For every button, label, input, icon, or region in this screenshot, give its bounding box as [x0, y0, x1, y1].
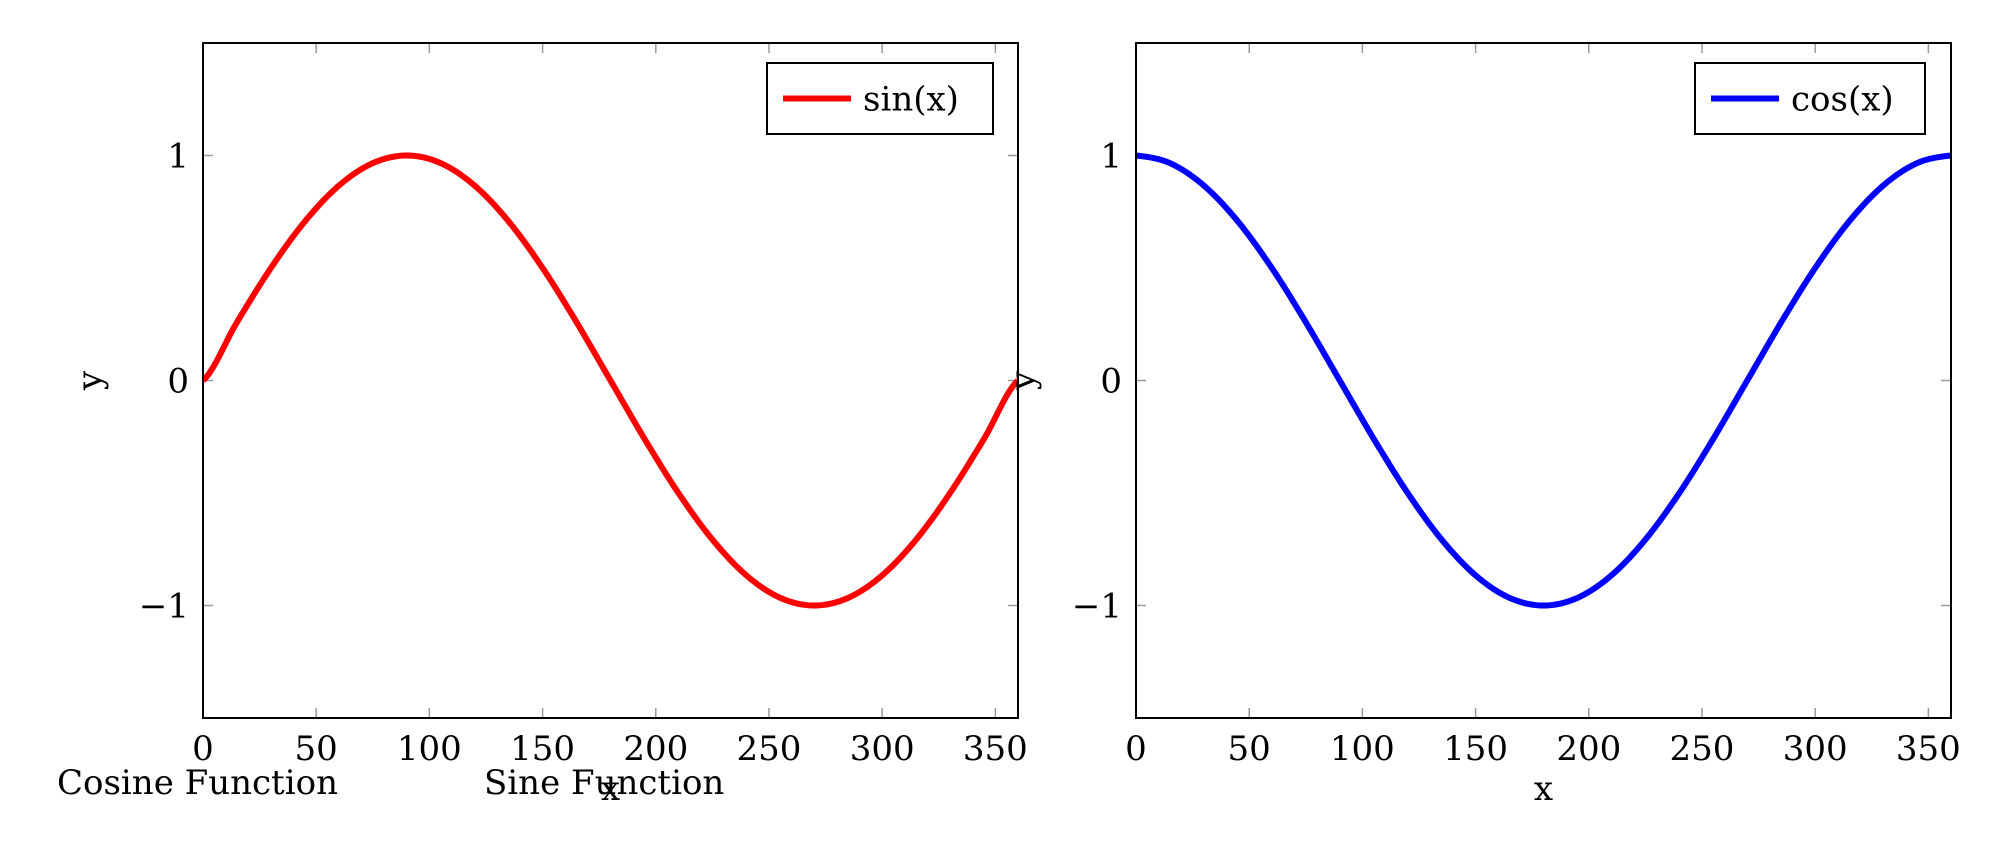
x-tick-label: 300 — [1783, 729, 1848, 769]
x-tick-label: 150 — [510, 729, 575, 769]
x-tick-label: 250 — [737, 729, 802, 769]
x-tick-label: 350 — [963, 729, 1028, 769]
sine-plot: 0 50 100 150 200 250 300 350 −1 0 1 x y sin(x) — [70, 42, 1028, 809]
caption-sine: Sine Function — [484, 763, 724, 803]
x-tick-label: 150 — [1443, 729, 1508, 769]
x-tick-label: 100 — [1330, 729, 1395, 769]
plot-frame — [202, 42, 1019, 719]
x-tick-label: 250 — [1670, 729, 1735, 769]
caption-cosine: Cosine Function — [57, 763, 338, 803]
x-tick-label: 0 — [1125, 729, 1147, 769]
y-tick-label: −1 — [139, 587, 189, 627]
x-tick-label: 50 — [1228, 729, 1271, 769]
cosine-plot: 0 50 100 150 200 250 300 350 −1 0 1 x y cos(x) — [1003, 42, 1961, 809]
plot-frame — [1135, 42, 1952, 719]
legend-label: sin(x) — [863, 80, 959, 120]
x-tick-label: 0 — [192, 729, 214, 769]
legend: cos(x) — [1694, 62, 1926, 135]
x-tick-label: 350 — [1896, 729, 1961, 769]
legend: sin(x) — [766, 62, 994, 135]
y-axis-label: y — [1003, 370, 1043, 391]
y-tick-label: −1 — [1072, 587, 1122, 627]
x-tick-label: 100 — [397, 729, 462, 769]
series-line-cosx — [1136, 152, 1951, 609]
x-tick-label: 50 — [295, 729, 338, 769]
y-tick-label: 0 — [1100, 362, 1122, 402]
legend-label: cos(x) — [1791, 80, 1894, 120]
y-tick-label: 0 — [167, 362, 189, 402]
y-axis-label: y — [70, 370, 110, 391]
x-tick-label: 200 — [623, 729, 688, 769]
x-tick-label: 200 — [1556, 729, 1621, 769]
series-line-sinx — [203, 152, 1018, 609]
y-tick-label: 1 — [167, 137, 189, 177]
y-tick-label: 1 — [1100, 137, 1122, 177]
x-axis-label: x — [601, 769, 620, 809]
x-axis-label: x — [1534, 769, 1553, 809]
x-tick-label: 300 — [850, 729, 915, 769]
